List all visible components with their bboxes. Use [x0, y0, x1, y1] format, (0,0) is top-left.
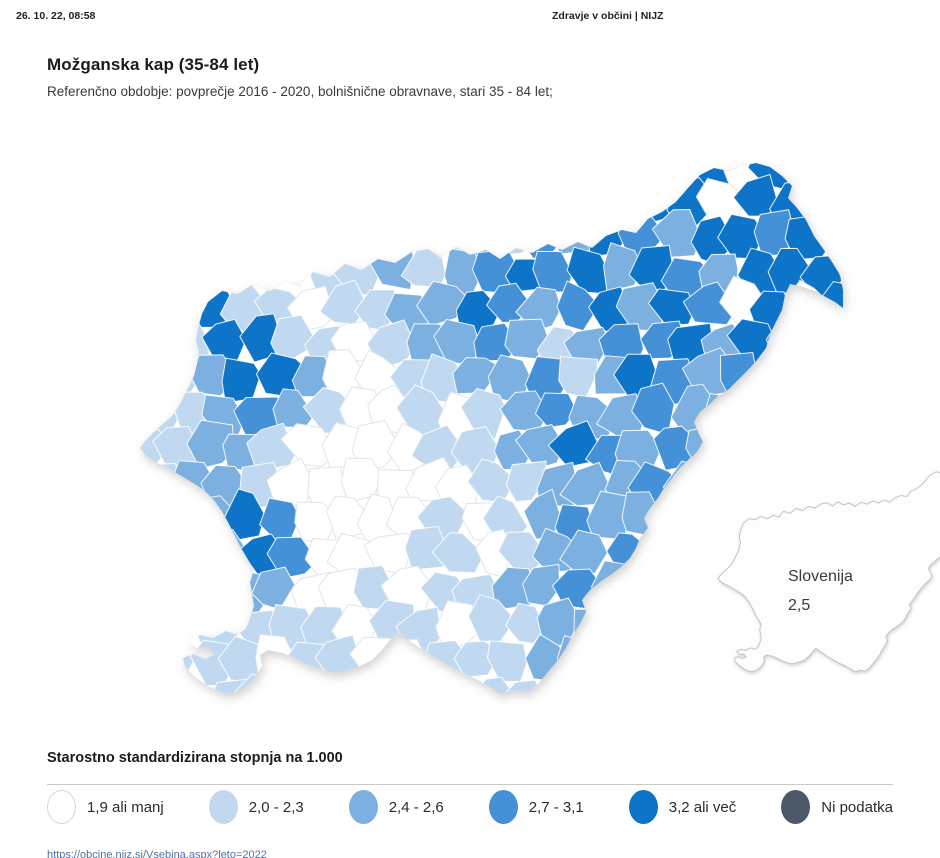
municipality-cell [541, 675, 586, 694]
municipality-cell [700, 456, 746, 505]
municipality-cell [818, 214, 843, 258]
municipality-cell [148, 633, 196, 683]
municipality-cell [572, 673, 620, 694]
municipality-cell [838, 252, 843, 303]
municipality-cell [633, 533, 688, 585]
municipality-cell [797, 322, 843, 365]
legend-swatch [208, 790, 238, 824]
municipality-cell [557, 634, 598, 685]
legend-item: 2,0 - 2,3 [208, 790, 304, 824]
municipality-cell [682, 281, 737, 326]
inset-label-block: Slovenija 2,5 [788, 563, 853, 621]
municipality-cell [488, 205, 537, 256]
municipality-cell [685, 424, 732, 470]
municipality-cell [573, 608, 615, 657]
legend-divider [47, 784, 893, 785]
inset-country-label: Slovenija [788, 568, 853, 585]
municipality-cell [660, 534, 712, 583]
municipality-cell [505, 460, 547, 503]
municipality-cell [702, 392, 749, 438]
legend-label: 3,2 ali več [668, 798, 737, 816]
municipality-cell [467, 594, 517, 642]
inset-country-value: 2,5 [788, 596, 811, 614]
municipality-cell [632, 601, 683, 652]
municipality-cell [431, 532, 485, 574]
municipality-cell [621, 566, 675, 610]
legend-item: 3,2 ali več [628, 790, 737, 824]
municipality-cell [140, 462, 182, 508]
legend-swatch [348, 790, 378, 824]
municipality-cell [148, 491, 201, 541]
legend-swatch [488, 790, 518, 824]
legend-item: 2,4 - 2,6 [348, 790, 444, 824]
municipality-cell [266, 669, 318, 694]
legend-label: 2,7 - 3,1 [528, 798, 584, 816]
legend-swatch [47, 790, 76, 824]
legend-item: Ni podatka [781, 790, 893, 824]
municipality-cell [534, 392, 578, 429]
municipality-cell [652, 499, 704, 549]
legend-item: 2,7 - 3,1 [488, 790, 584, 824]
municipality-cell [505, 602, 546, 645]
legend-label: 2,0 - 2,3 [248, 798, 304, 816]
municipality-cell [647, 288, 696, 327]
municipality-cell [186, 419, 235, 470]
legend-label: 2,4 - 2,6 [388, 798, 444, 816]
municipality-cell [801, 178, 843, 229]
municipality-cell [396, 672, 451, 694]
municipality-cell [270, 314, 319, 363]
municipality-cell [514, 424, 566, 470]
municipality-cell [184, 575, 239, 618]
legend-swatch [628, 790, 658, 824]
legend-label: Ni podatka [821, 798, 893, 816]
municipality-cell [207, 678, 259, 694]
municipality-cell [831, 181, 843, 222]
municipality-cell [559, 529, 609, 574]
footer-url[interactable]: https://obcine.nijz.si/Vsebina.aspx?leto… [47, 849, 267, 858]
municipality-cell [419, 210, 467, 254]
legend-items: 1,9 ali manj 2,0 - 2,3 2,4 - 2,6 2,7 - 3,1 3… [47, 790, 893, 824]
municipality-cell [602, 604, 652, 656]
print-datetime: 26. 10. 22, 08:58 [16, 10, 96, 22]
municipality-cell [400, 245, 447, 288]
municipality-cell [719, 351, 759, 399]
municipality-cell [491, 566, 537, 611]
subtitle: Referenčno obdobje: povprečje 2016 - 202… [47, 84, 553, 99]
page-title: Možganska kap (35-84 let) [47, 55, 260, 74]
municipality-cell [280, 423, 337, 468]
municipality-cell [584, 634, 631, 679]
municipality-cell [651, 208, 702, 258]
municipality-cell [460, 388, 507, 440]
site-title: Zdravje v občini | NIJZ [552, 10, 664, 22]
legend-item: 1,9 ali manj [47, 790, 164, 824]
legend-label: 1,9 ali manj [87, 798, 164, 816]
legend-title: Starostno standardizirana stopnja na 1.0… [47, 750, 343, 766]
municipality-cell [783, 163, 835, 187]
municipality-cell [363, 669, 419, 694]
legend-swatch [781, 790, 811, 824]
